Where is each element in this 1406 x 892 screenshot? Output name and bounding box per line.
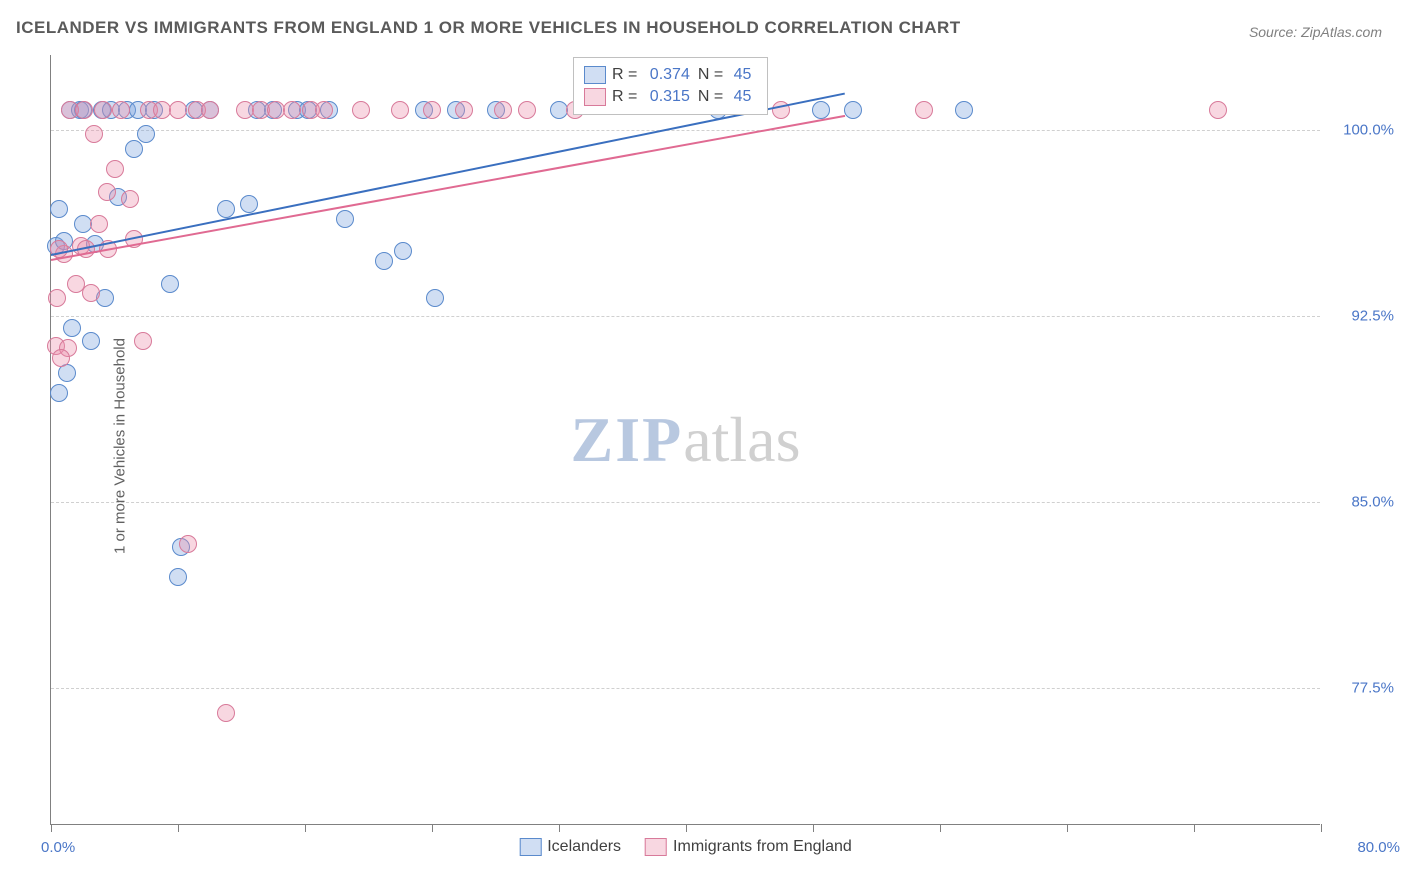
plot-area: ZIPatlas 77.5%85.0%92.5%100.0% 0.0% 80.0… xyxy=(50,55,1320,825)
data-point xyxy=(179,535,197,553)
data-point xyxy=(90,215,108,233)
data-point xyxy=(518,101,536,119)
data-point xyxy=(336,210,354,228)
y-tick-label: 92.5% xyxy=(1330,307,1394,324)
data-point xyxy=(161,275,179,293)
chart-title: ICELANDER VS IMMIGRANTS FROM ENGLAND 1 O… xyxy=(16,18,961,38)
legend-r-label: R = xyxy=(612,88,642,105)
correlation-legend: R = 0.374 N = 45 R = 0.315 N = 45 xyxy=(573,57,768,115)
data-point xyxy=(106,160,124,178)
legend-row: R = 0.374 N = 45 xyxy=(584,64,757,86)
data-point xyxy=(112,101,130,119)
legend-n-label: N = xyxy=(698,66,728,83)
data-point xyxy=(394,242,412,260)
legend-n-value: 45 xyxy=(734,66,752,83)
data-point xyxy=(94,101,112,119)
data-point xyxy=(217,200,235,218)
source-prefix: Source: xyxy=(1249,24,1301,40)
legend-item: Immigrants from England xyxy=(645,838,852,856)
watermark-zip: ZIP xyxy=(571,404,684,475)
data-point xyxy=(240,195,258,213)
y-tick-label: 100.0% xyxy=(1330,121,1394,138)
gridline xyxy=(51,502,1320,503)
x-tick xyxy=(432,824,433,832)
x-tick xyxy=(559,824,560,832)
legend-r-value: 0.315 xyxy=(650,88,690,105)
data-point xyxy=(455,101,473,119)
x-tick xyxy=(813,824,814,832)
data-point xyxy=(82,284,100,302)
gridline xyxy=(51,130,1320,131)
legend-r-label: R = xyxy=(612,66,642,83)
data-point xyxy=(121,190,139,208)
legend-n-label: N = xyxy=(698,88,728,105)
source-link[interactable]: ZipAtlas.com xyxy=(1301,24,1382,40)
trend-line xyxy=(51,115,845,261)
x-tick xyxy=(686,824,687,832)
data-point xyxy=(1209,101,1227,119)
series-legend: Icelanders Immigrants from England xyxy=(519,838,852,856)
x-tick xyxy=(1321,824,1322,832)
data-point xyxy=(201,101,219,119)
data-point xyxy=(82,332,100,350)
watermark: ZIPatlas xyxy=(571,403,801,477)
data-point xyxy=(426,289,444,307)
legend-n-value: 45 xyxy=(734,88,752,105)
data-point xyxy=(283,101,301,119)
x-tick xyxy=(1194,824,1195,832)
legend-series-name: Icelanders xyxy=(547,838,621,856)
data-point xyxy=(125,140,143,158)
data-point xyxy=(812,101,830,119)
data-point xyxy=(375,252,393,270)
data-point xyxy=(169,101,187,119)
legend-item: Icelanders xyxy=(519,838,621,856)
gridline xyxy=(51,688,1320,689)
data-point xyxy=(63,319,81,337)
legend-r-value: 0.374 xyxy=(650,66,690,83)
data-point xyxy=(955,101,973,119)
x-tick xyxy=(178,824,179,832)
y-tick-label: 77.5% xyxy=(1330,680,1394,697)
data-point xyxy=(844,101,862,119)
data-point xyxy=(50,384,68,402)
y-tick-label: 85.0% xyxy=(1330,494,1394,511)
watermark-atlas: atlas xyxy=(683,404,800,475)
data-point xyxy=(423,101,441,119)
gridline xyxy=(51,316,1320,317)
x-tick xyxy=(51,824,52,832)
data-point xyxy=(315,101,333,119)
x-tick xyxy=(1067,824,1068,832)
x-axis-max-label: 80.0% xyxy=(1330,839,1400,856)
data-point xyxy=(137,125,155,143)
x-tick xyxy=(940,824,941,832)
data-point xyxy=(217,704,235,722)
x-tick xyxy=(305,824,306,832)
trend-line xyxy=(51,92,845,255)
data-point xyxy=(75,101,93,119)
legend-swatch xyxy=(584,88,606,106)
data-point xyxy=(98,183,116,201)
source-label: Source: ZipAtlas.com xyxy=(1249,24,1382,40)
data-point xyxy=(52,349,70,367)
legend-row: R = 0.315 N = 45 xyxy=(584,86,757,108)
data-point xyxy=(48,289,66,307)
data-point xyxy=(50,200,68,218)
data-point xyxy=(915,101,933,119)
data-point xyxy=(85,125,103,143)
x-axis-min-label: 0.0% xyxy=(41,839,75,856)
data-point xyxy=(134,332,152,350)
legend-swatch xyxy=(519,838,541,856)
legend-swatch xyxy=(645,838,667,856)
data-point xyxy=(169,568,187,586)
data-point xyxy=(352,101,370,119)
data-point xyxy=(494,101,512,119)
legend-series-name: Immigrants from England xyxy=(673,838,852,856)
legend-swatch xyxy=(584,66,606,84)
data-point xyxy=(391,101,409,119)
